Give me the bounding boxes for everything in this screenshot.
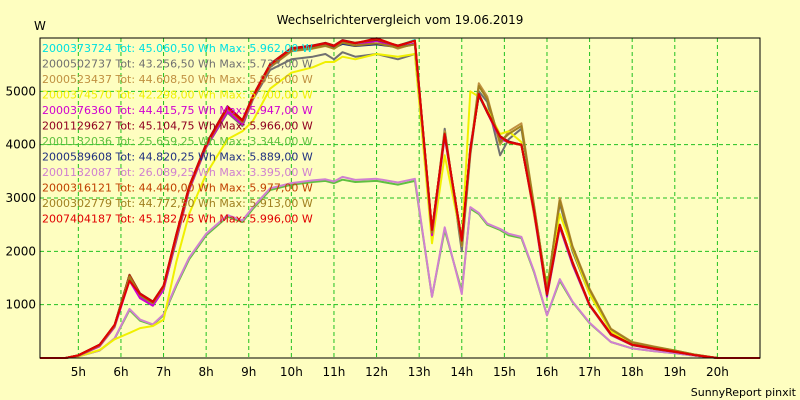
chart-title: Wechselrichtervergleich vom 19.06.2019 xyxy=(277,13,524,27)
y-tick-label: 1000 xyxy=(5,298,36,312)
legend-entry-2001129627: 2001129627 Tot: 45.104,75 Wh Max: 5.966,… xyxy=(42,120,313,133)
x-tick-label: 10h xyxy=(280,365,303,379)
x-tick-label: 18h xyxy=(621,365,644,379)
y-tick-label: 2000 xyxy=(5,244,36,258)
x-tick-label: 14h xyxy=(450,365,473,379)
x-tick-label: 9h xyxy=(241,365,256,379)
x-tick-label: 11h xyxy=(323,365,346,379)
x-tick-label: 6h xyxy=(113,365,128,379)
series-line-2007404187 xyxy=(40,37,760,359)
legend-entry-2000316121: 2000316121 Tot: 44.440,00 Wh Max: 5.977,… xyxy=(42,182,313,195)
series-layer xyxy=(40,37,760,359)
plot-border xyxy=(39,37,761,359)
legend-entry-2000589608: 2000589608 Tot: 44.820,25 Wh Max: 5.889,… xyxy=(42,151,313,164)
y-tick-labels: 1000 2000 3000 4000 5000 xyxy=(5,84,36,311)
footer-credit: SunnyReport pinxit xyxy=(691,386,797,399)
x-tick-label: 16h xyxy=(536,365,559,379)
legend-entry-2000502737: 2000502737 Tot: 43.256,50 Wh Max: 5.733,… xyxy=(42,58,313,71)
series-line-2000374570 xyxy=(40,53,760,359)
series-line-2001132087 xyxy=(40,175,760,359)
legend: 2000373724 Tot: 45.060,50 Wh Max: 5.962,… xyxy=(42,42,313,226)
legend-entry-2001132036: 2001132036 Tot: 25.659,25 Wh Max: 3.344,… xyxy=(42,135,313,148)
legend-entry-2007404187: 2007404187 Tot: 45.182,75 Wh Max: 5.996,… xyxy=(42,213,313,226)
x-tick-label: 13h xyxy=(408,365,431,379)
x-tick-label: 5h xyxy=(71,365,86,379)
x-tick-label: 8h xyxy=(199,365,214,379)
y-tick-label: 5000 xyxy=(5,84,36,98)
x-tick-label: 7h xyxy=(156,365,171,379)
x-tick-label: 15h xyxy=(493,365,516,379)
x-tick-label: 12h xyxy=(365,365,388,379)
legend-entry-2001132087: 2001132087 Tot: 26.089,25 Wh Max: 3.395,… xyxy=(42,166,313,179)
grid xyxy=(40,38,760,358)
x-tick-labels: 5h 6h 7h 8h 9h 10h 11h 12h 13h 14h 15h 16h 17h 18h 19h… xyxy=(71,365,729,379)
legend-entry-2000523437: 2000523437 Tot: 44.608,50 Wh Max: 5.956,… xyxy=(42,73,313,86)
x-tick-label: 19h xyxy=(663,365,686,379)
y-tick-label: 4000 xyxy=(5,138,36,152)
legend-entry-2000302779: 2000302779 Tot: 44.772,50 Wh Max: 5.913,… xyxy=(42,197,313,210)
legend-entry-2000376360: 2000376360 Tot: 44.415,75 Wh Max: 5.947,… xyxy=(42,104,313,117)
y-tick-label: 3000 xyxy=(5,191,36,205)
legend-entry-2000374570: 2000374570 Tot: 42.298,00 Wh Max: 5.700,… xyxy=(42,89,313,102)
x-tick-label: 20h xyxy=(706,365,729,379)
y-axis-label: W xyxy=(34,19,46,33)
x-tick-label: 17h xyxy=(578,365,601,379)
legend-entry-2000373724: 2000373724 Tot: 45.060,50 Wh Max: 5.962,… xyxy=(42,42,313,55)
